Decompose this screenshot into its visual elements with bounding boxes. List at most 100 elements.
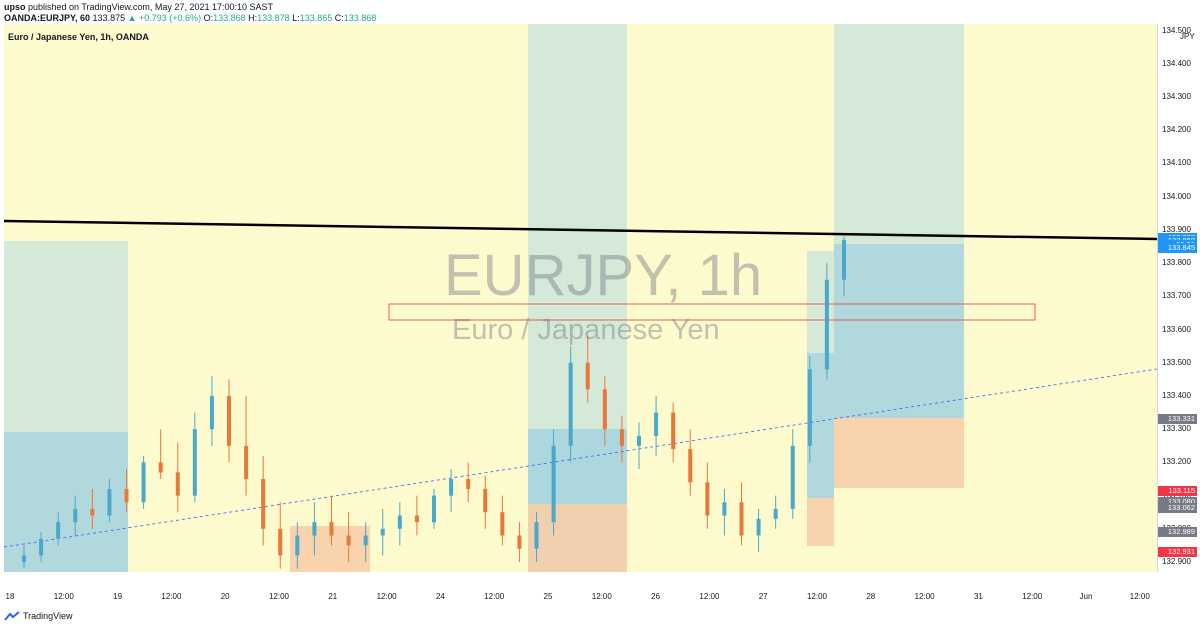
candle-body — [637, 435, 641, 446]
price-tag: 133.080 — [1158, 497, 1197, 508]
author-name[interactable]: upso — [4, 2, 26, 12]
publish-info: upso published on TradingView.com, May 2… — [4, 2, 273, 12]
support-trendline — [4, 368, 1157, 548]
candle-body — [56, 522, 61, 539]
candle-body — [346, 535, 351, 546]
tradingview-logo-icon — [4, 611, 20, 621]
candle-body — [790, 445, 795, 509]
close-label: C: — [334, 13, 344, 23]
price-tick-label: 134.500 — [1162, 25, 1191, 35]
candle-body — [244, 445, 249, 480]
price-tick-label: 133.200 — [1162, 457, 1191, 467]
candle-body — [466, 479, 471, 489]
candle-body — [39, 538, 44, 556]
long-entry-zone — [4, 432, 128, 572]
price-tag: 132.931 — [1158, 546, 1197, 557]
time-tick-label: 26 — [651, 592, 661, 601]
candle-body — [227, 395, 231, 446]
candle-body — [209, 395, 214, 430]
candle-body — [432, 495, 436, 523]
price-change: ▲ +0.793 (+0.6%) — [127, 13, 202, 23]
time-tick-label: 12:00 — [1022, 592, 1043, 601]
candle-body — [568, 362, 573, 446]
time-tick-label: 25 — [543, 592, 553, 601]
low-value: 133.865 — [299, 13, 333, 23]
long-profit-zone — [807, 251, 834, 353]
time-tick-label: 20 — [220, 592, 230, 601]
candle-body — [585, 362, 590, 390]
price-tick-label: 133.300 — [1162, 424, 1191, 434]
long-stop-zone — [834, 418, 964, 488]
candle-body — [688, 449, 693, 483]
time-tick-label: 18 — [5, 592, 15, 601]
time-tick-label: 12:00 — [591, 592, 612, 601]
candle-body — [278, 528, 283, 556]
candle-body — [158, 462, 163, 473]
price-tick-label: 134.200 — [1162, 125, 1191, 135]
candle-body — [773, 508, 778, 519]
time-tick-label: Jun — [1079, 592, 1093, 601]
price-tick-label: 133.700 — [1162, 291, 1191, 301]
chart-canvas[interactable] — [4, 24, 1157, 572]
candle-body — [22, 555, 26, 563]
chart-pane[interactable]: EURJPY, 1h Euro / Japanese Yen Euro / Ja… — [4, 24, 1157, 572]
time-tick-label: 12:00 — [484, 592, 505, 601]
time-tick-label: 12:00 — [53, 592, 74, 601]
time-tick-label: 31 — [973, 592, 983, 601]
candle-body — [449, 479, 454, 496]
footer-text: TradingView — [23, 611, 73, 621]
price-axis[interactable]: JPY 134.500 134.400 134.300 134.200 134.100 1… — [1157, 24, 1200, 572]
time-tick-label: 24 — [435, 592, 445, 601]
time-tick-label: 21 — [328, 592, 338, 601]
candle-body — [654, 412, 659, 436]
candle-body — [602, 389, 607, 430]
time-tick-label: 12:00 — [376, 592, 397, 601]
candle-body — [722, 502, 727, 516]
publish-text: published on TradingView.com, May 27, 20… — [28, 2, 274, 12]
time-tick-label: 12:00 — [699, 592, 720, 601]
candle-body — [739, 502, 744, 536]
currency-label: JPY — [1180, 32, 1195, 41]
time-tick-label: 27 — [758, 592, 768, 601]
close-value: 133.868 — [343, 13, 377, 23]
price-tag: 133.845 — [1158, 243, 1197, 254]
candle-body — [517, 535, 522, 549]
candle-body — [312, 522, 317, 536]
candle-body — [842, 239, 846, 280]
candle-body — [414, 515, 419, 523]
candle-body — [619, 429, 624, 446]
price-tick-label: 134.300 — [1162, 92, 1191, 102]
candle-body — [534, 522, 539, 549]
time-tick-label: 12:00 — [806, 592, 828, 601]
price-tick-label: 134.100 — [1162, 158, 1191, 168]
long-profit-zone — [528, 24, 627, 504]
price-tag: 132.989 — [1158, 527, 1197, 538]
candle-body — [483, 488, 488, 513]
time-tick-label: 28 — [866, 592, 876, 601]
candle-body — [124, 488, 129, 503]
price-tick-label: 133.500 — [1162, 357, 1191, 367]
candle-body — [380, 528, 385, 536]
series-legend[interactable]: Euro / Japanese Yen, 1h, OANDA — [8, 32, 149, 42]
open-value: 133.868 — [213, 13, 246, 23]
candle-body — [397, 515, 402, 529]
price-tag: 133.115 — [1158, 485, 1197, 496]
time-axis[interactable]: 18 12:00 19 12:00 20 12:00 21 12:00 24 12:00 25 12:… — [0, 588, 1157, 608]
price-tag: 133.331 — [1158, 413, 1197, 424]
long-stop-zone — [807, 498, 834, 546]
time-tick-label: 12:00 — [914, 592, 935, 601]
price-tick-label: 133.600 — [1162, 324, 1191, 334]
candle-body — [363, 535, 368, 546]
candle-body — [107, 488, 112, 516]
long-profit-zone — [4, 241, 128, 432]
footer-brand: TradingView — [4, 611, 73, 621]
candle-body — [756, 518, 761, 536]
long-profit-zone — [834, 24, 964, 244]
watermark-description: Euro / Japanese Yen — [452, 314, 720, 346]
watermark-symbol: EURJPY, 1h — [444, 243, 763, 308]
open-label: O: — [203, 13, 214, 23]
price-tick-label: 133.400 — [1162, 390, 1191, 400]
high-value: 133.878 — [257, 13, 290, 23]
candle-body — [261, 479, 266, 529]
symbol-info-line: OANDA:EURJPY, 60 133.875 ▲ +0.793 (+0.6%… — [4, 13, 376, 23]
